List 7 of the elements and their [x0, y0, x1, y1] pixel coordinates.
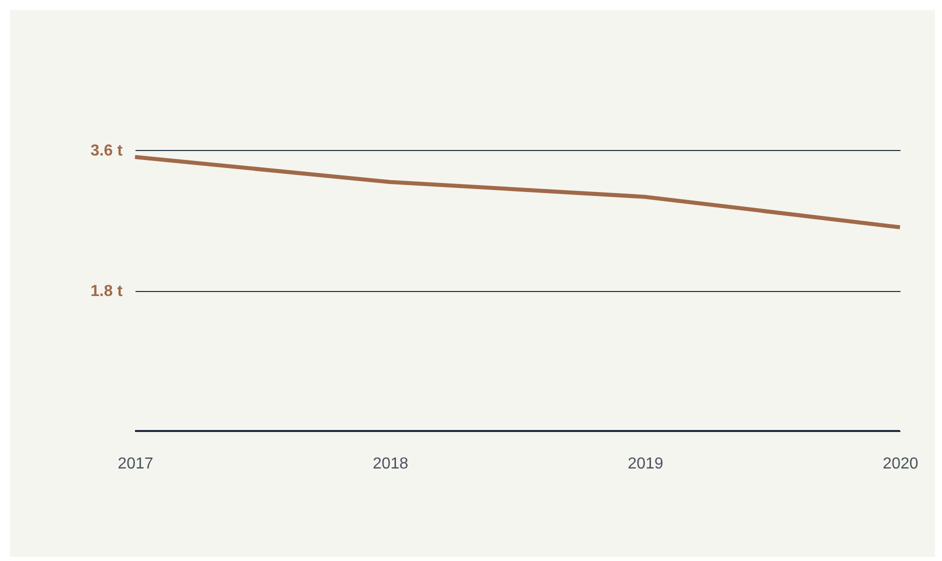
x-tick-label: 2018	[372, 456, 408, 472]
x-tick-label: 2019	[628, 456, 664, 472]
x-tick-label: 2020	[882, 456, 918, 472]
line-series	[133, 155, 902, 230]
y-tick-label: 1.8 t	[90, 283, 124, 300]
x-tick-label: 2017	[118, 456, 154, 472]
y-tick-label: 3.6 t	[90, 142, 124, 160]
